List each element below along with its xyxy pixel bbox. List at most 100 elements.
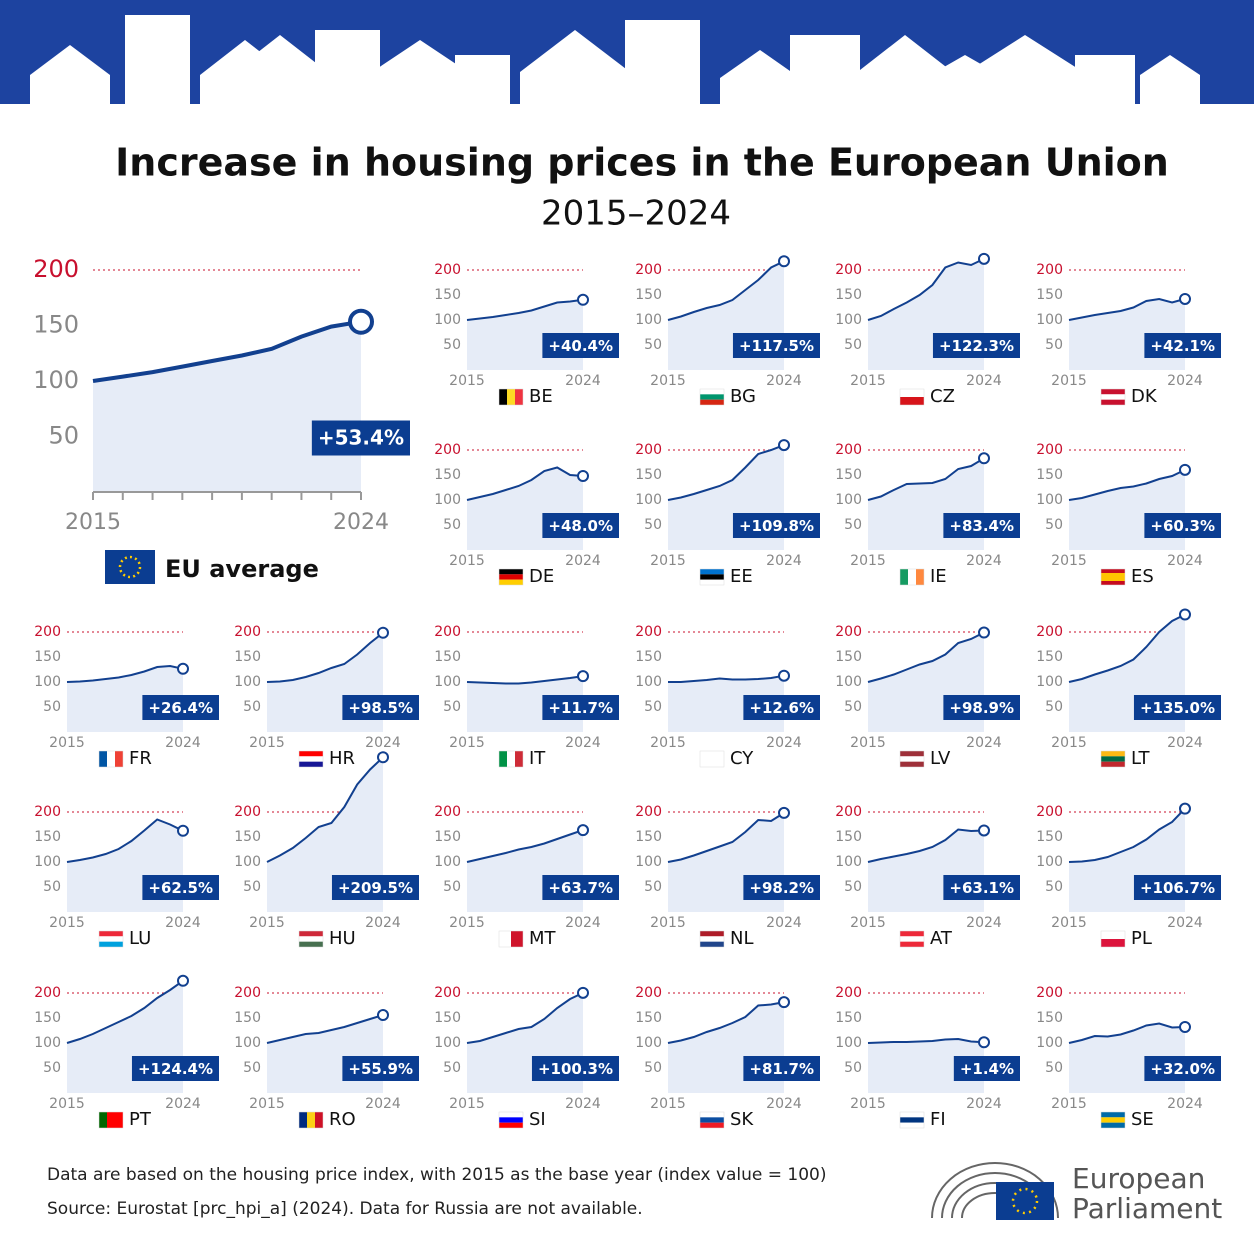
y-tick-label: 150 bbox=[34, 649, 61, 665]
flag-border bbox=[899, 1111, 925, 1129]
flag-border bbox=[1100, 750, 1126, 768]
change-label: +124.4% bbox=[138, 1060, 213, 1078]
x-tick-label: 2024 bbox=[365, 915, 401, 931]
flag-stripe bbox=[900, 941, 924, 947]
flag-stripe bbox=[499, 389, 507, 405]
y-tick-label: 50 bbox=[48, 422, 79, 450]
flag-stripe bbox=[700, 574, 724, 580]
flag-stripe bbox=[299, 756, 323, 762]
chart-title: CY bbox=[730, 748, 754, 769]
change-box bbox=[732, 333, 820, 358]
flag-border bbox=[498, 1111, 524, 1129]
y-tick-label: 50 bbox=[43, 699, 61, 715]
y-tick-label: 200 bbox=[835, 442, 862, 458]
flag-stripe bbox=[1101, 573, 1125, 577]
chart-title: EU average bbox=[165, 555, 319, 583]
x-tick-label: 2024 bbox=[966, 915, 1002, 931]
y-tick-label: 150 bbox=[234, 649, 261, 665]
flag-border bbox=[899, 568, 925, 586]
chart-title: BG bbox=[730, 386, 756, 407]
x-tick-label: 2015 bbox=[49, 915, 85, 931]
y-tick-label: 200 bbox=[835, 985, 862, 1001]
line bbox=[867, 631, 985, 683]
x-tick-label: 2015 bbox=[49, 1096, 85, 1112]
x-tick-label: 2024 bbox=[966, 1096, 1002, 1112]
line bbox=[667, 444, 785, 501]
flag-stripe bbox=[908, 569, 916, 585]
flag-border bbox=[699, 930, 725, 948]
logo: European Parliament bbox=[931, 1162, 1222, 1225]
line bbox=[867, 1037, 985, 1044]
flag-border bbox=[899, 750, 925, 768]
x-tick-label: 2015 bbox=[850, 1096, 886, 1112]
end-marker bbox=[778, 669, 790, 682]
logo-text: Parliament bbox=[1072, 1192, 1222, 1225]
end-marker bbox=[177, 824, 189, 837]
flag-stripe bbox=[499, 574, 523, 580]
end-marker bbox=[377, 751, 389, 764]
flag-stripe bbox=[1101, 389, 1125, 395]
line bbox=[466, 298, 584, 321]
y-tick-label: 200 bbox=[635, 985, 662, 1001]
y-tick-label: 50 bbox=[443, 337, 461, 353]
source: Source: Eurostat [prc_hpi_a] (2024). Dat… bbox=[47, 1199, 643, 1219]
x-tick-label: 2015 bbox=[850, 735, 886, 751]
y-tick-label: 100 bbox=[1036, 854, 1063, 870]
line bbox=[867, 828, 985, 863]
change-box bbox=[142, 875, 219, 900]
flag-stripe bbox=[299, 751, 323, 757]
change-box bbox=[743, 875, 820, 900]
chart-title: MT bbox=[529, 928, 557, 949]
line bbox=[1068, 1022, 1186, 1044]
y-tick-label: 50 bbox=[644, 337, 662, 353]
end-marker bbox=[177, 662, 189, 675]
chart-title: HU bbox=[329, 928, 356, 949]
y-tick-label: 100 bbox=[635, 1035, 662, 1051]
flag-stars bbox=[118, 555, 142, 579]
flag-border bbox=[1100, 388, 1126, 406]
change-box bbox=[542, 695, 619, 720]
y-tick-label: 150 bbox=[1036, 1010, 1063, 1026]
flag-stripe bbox=[700, 394, 724, 400]
y-tick-label: 50 bbox=[243, 1060, 261, 1076]
flag-stripe bbox=[700, 399, 724, 405]
end-marker bbox=[577, 293, 589, 306]
change-box bbox=[953, 1056, 1020, 1081]
flag-stripe bbox=[916, 569, 924, 585]
y-tick-label: 150 bbox=[434, 829, 461, 845]
line bbox=[66, 664, 184, 683]
y-tick-label: 150 bbox=[1036, 467, 1063, 483]
change-box bbox=[743, 695, 820, 720]
y-tick-label: 200 bbox=[234, 624, 261, 640]
y-tick-label: 200 bbox=[434, 985, 461, 1001]
y-tick-label: 50 bbox=[1045, 699, 1063, 715]
chart-title: HR bbox=[329, 748, 355, 769]
end-marker bbox=[1179, 802, 1191, 815]
flag-border bbox=[498, 568, 524, 586]
change-box bbox=[1144, 333, 1221, 358]
y-tick-label: 100 bbox=[1036, 1035, 1063, 1051]
change-box bbox=[342, 1056, 419, 1081]
x-tick-label: 2024 bbox=[565, 735, 601, 751]
line bbox=[867, 457, 985, 501]
flag-border bbox=[699, 388, 725, 406]
y-tick-label: 100 bbox=[34, 854, 61, 870]
y-tick-label: 100 bbox=[835, 1035, 862, 1051]
chart-title: SK bbox=[730, 1109, 754, 1130]
flag-stripe bbox=[1101, 581, 1125, 585]
flag-stripe bbox=[99, 1112, 107, 1128]
y-tick-label: 200 bbox=[33, 255, 79, 283]
flag-border bbox=[298, 930, 324, 948]
change-label: +100.3% bbox=[538, 1060, 613, 1078]
y-tick-label: 200 bbox=[234, 804, 261, 820]
chart-title: AT bbox=[930, 928, 953, 949]
change-box bbox=[943, 513, 1020, 538]
flag-stripe bbox=[99, 936, 123, 942]
chart-title: DE bbox=[529, 566, 554, 587]
y-tick-label: 50 bbox=[243, 879, 261, 895]
flag-border bbox=[699, 750, 725, 768]
y-tick-label: 200 bbox=[635, 442, 662, 458]
flag-stripe bbox=[107, 1112, 115, 1128]
flag-stripe bbox=[499, 1117, 523, 1123]
flag-stripe bbox=[511, 931, 523, 947]
